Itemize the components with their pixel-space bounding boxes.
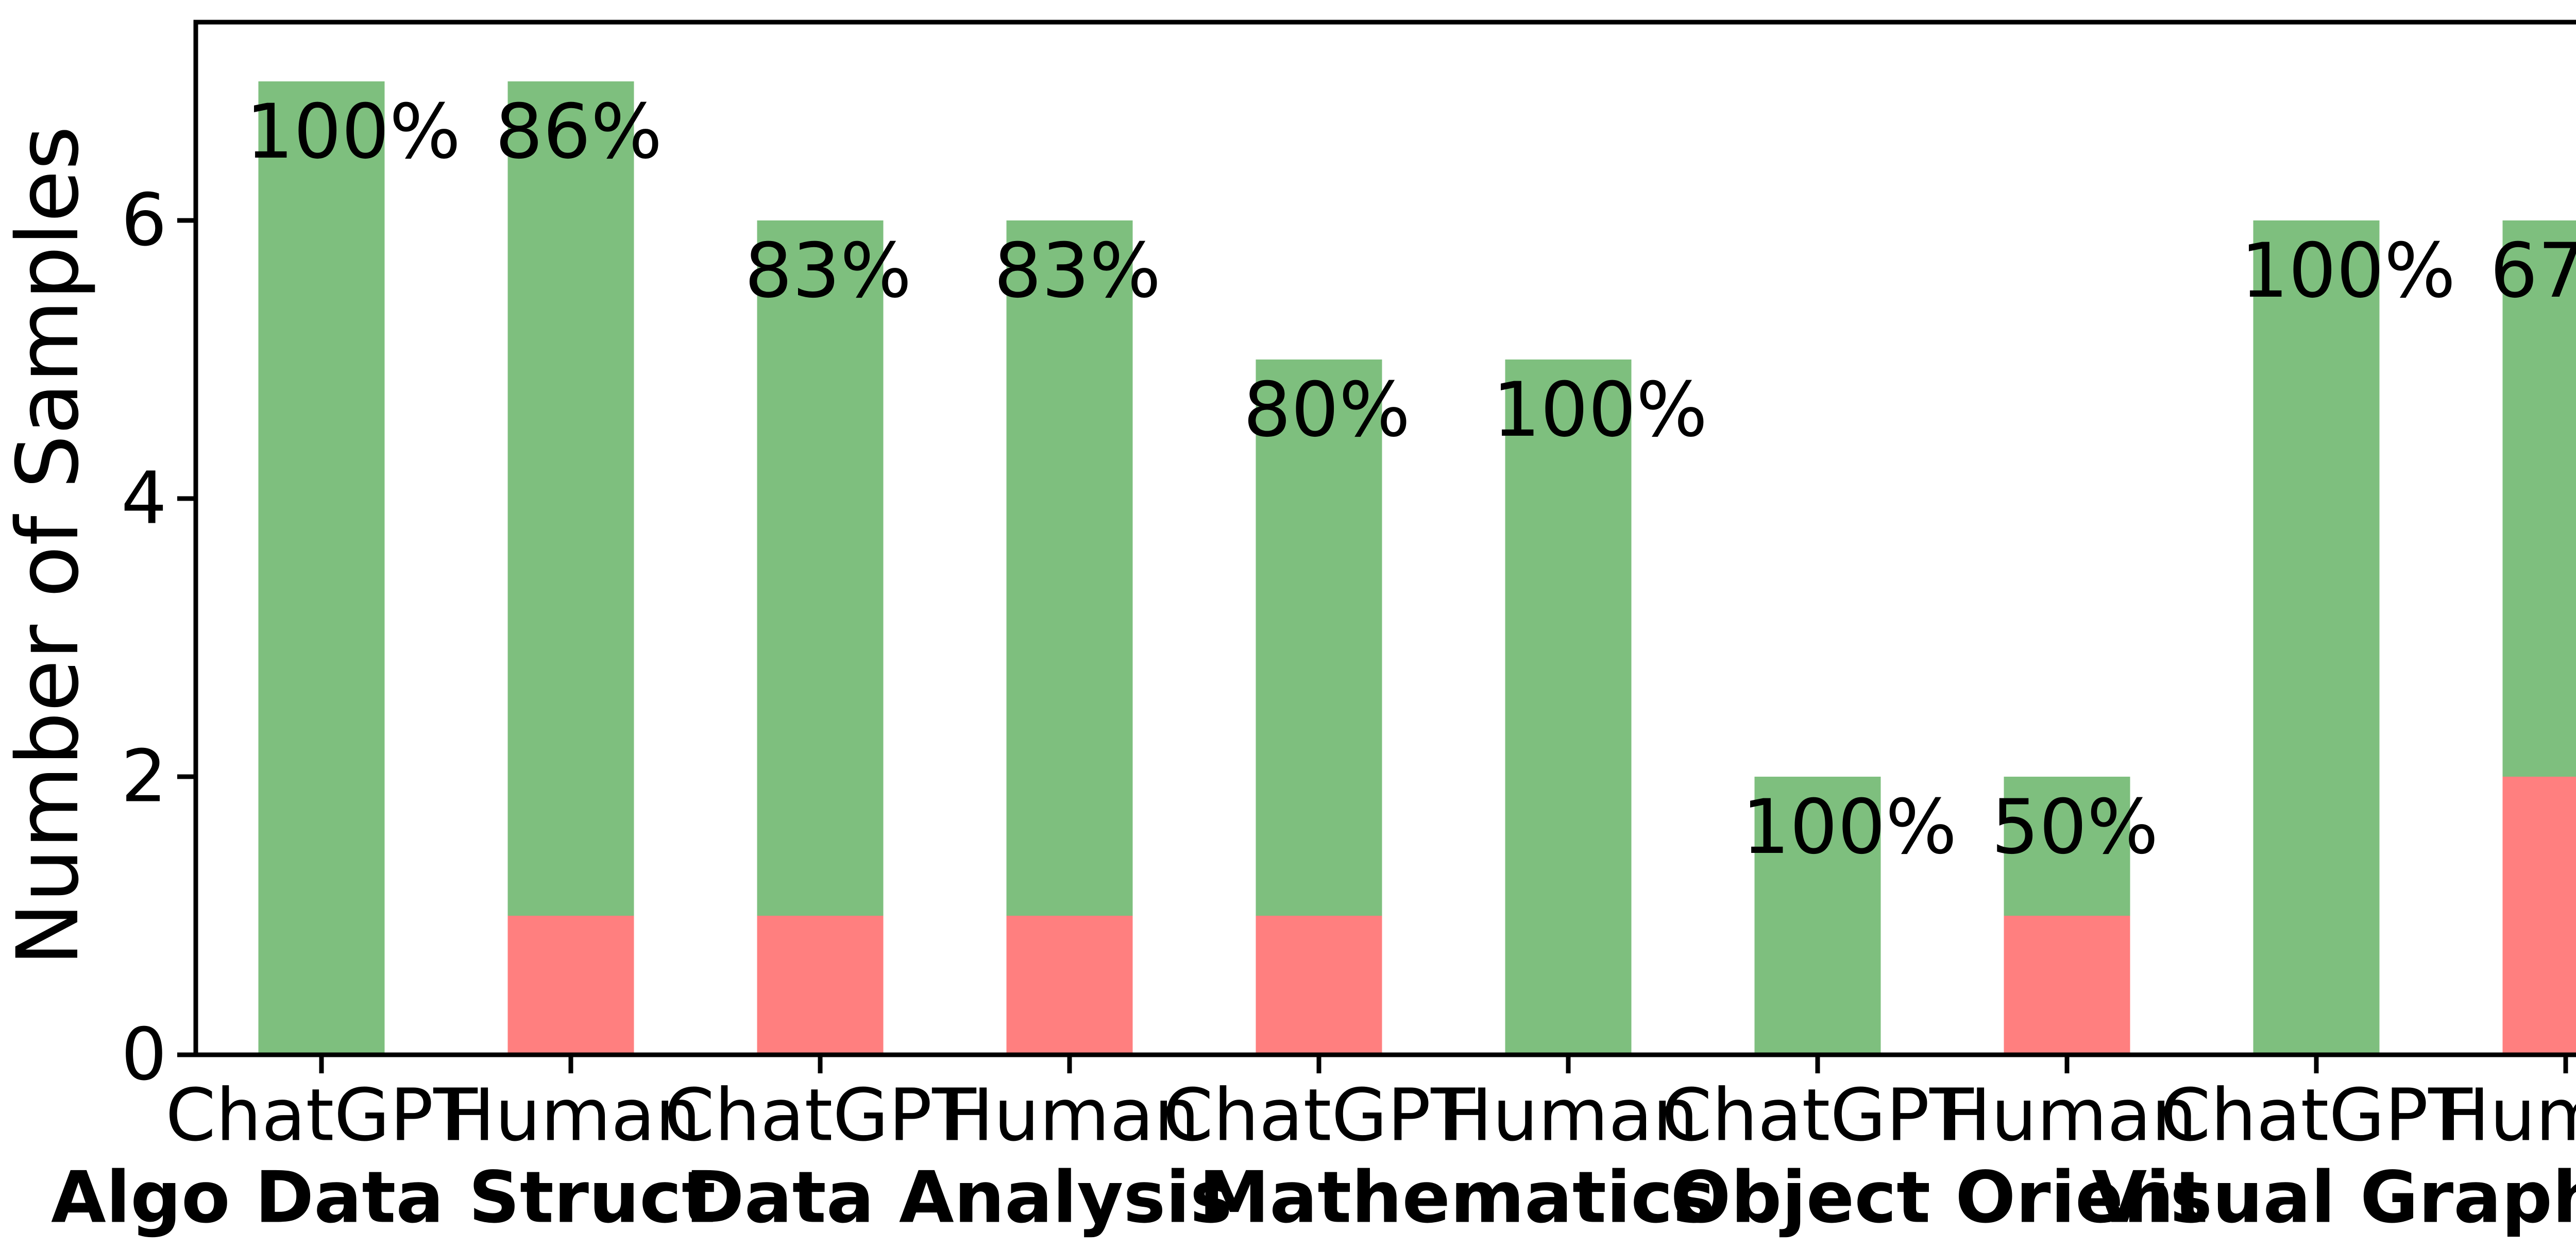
x-tick-label: Human [2436,1074,2576,1158]
x-tick-label: Human [940,1074,1200,1158]
y-tick-label: 4 [121,457,167,541]
percent-label: 67% [2490,227,2576,315]
percent-label: 50% [1991,783,2159,871]
y-tick-label: 6 [121,179,167,263]
bar-success-segment [2004,777,2130,916]
percent-label: 83% [994,227,1161,315]
bar-failure-segment [757,916,884,1055]
group-label: Visual Graph Draw [2092,1156,2576,1239]
percent-label: 100% [1493,366,1707,454]
bar-failure-segment [507,916,634,1055]
percent-label: 100% [2241,227,2455,315]
bars-layer [258,81,2576,1055]
plot-area-border [193,20,2576,1057]
x-tick-label: Human [441,1074,701,1158]
y-tick-label: 2 [121,735,167,819]
percent-label: 100% [246,88,461,176]
percent-label: 80% [1243,366,1411,454]
group-label: Object Orient [1670,1156,2208,1239]
y-axis-title: Number of Samples [0,126,97,966]
bar-failure-segment [1256,916,1382,1055]
y-tick-label: 0 [121,1013,167,1097]
bar-success-segment [2502,220,2576,777]
x-tick-label: Human [1937,1074,2197,1158]
bar-success-segment [1256,359,1382,916]
x-tick-label: ChatGPT [1163,1074,1475,1158]
bar-failure-segment [2004,916,2130,1055]
group-label: Mathematics [1199,1156,1715,1239]
x-tick-label: ChatGPT [1662,1074,1974,1158]
bar-success-segment [757,220,884,916]
bar-success-segment [507,81,634,916]
percent-label: 86% [495,88,663,176]
x-tick-label: ChatGPT [2160,1074,2472,1158]
bar-failure-segment [2502,777,2576,1055]
x-tick-label: ChatGPT [165,1074,478,1158]
bar-success-segment [1505,359,1632,1055]
y-axis-ticks-layer: 0 2 4 6 [121,179,196,1097]
percent-labels-layer: 100% 86% 83% 83% 80% 100% 100% 50% 100% 67% [246,88,2576,871]
percent-label: 100% [1742,783,1957,871]
bar-failure-segment [1006,916,1133,1055]
group-label: Algo Data Struct [51,1156,716,1239]
bar-success-segment [1006,220,1133,916]
percent-label: 83% [744,227,912,315]
bar-success-segment [1754,777,1881,1055]
x-tick-label: ChatGPT [664,1074,976,1158]
x-axis-ticks-layer: ChatGPTHumanChatGPTHumanChatGPTHumanChat… [165,1055,2576,1158]
x-tick-label: Human [1438,1074,1699,1158]
group-label: Data Analysis [685,1156,1232,1239]
bar-success-segment [2253,220,2380,1055]
bar-success-segment [258,81,385,1055]
